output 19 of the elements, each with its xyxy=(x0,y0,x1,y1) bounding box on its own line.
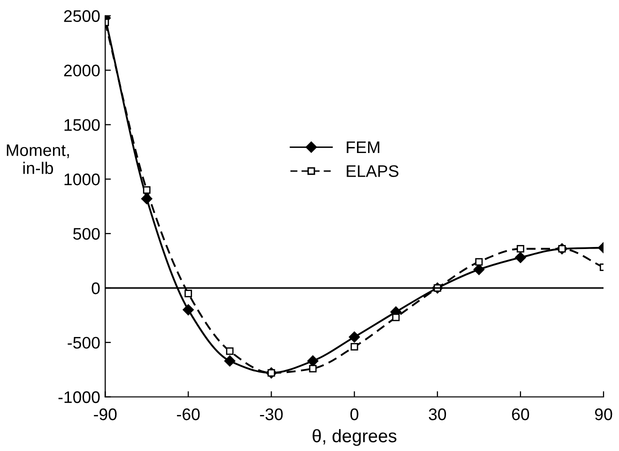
x-tick-label: 30 xyxy=(428,408,446,420)
y-tick-label: 1500 xyxy=(64,119,100,131)
y-tick-label: -500 xyxy=(68,336,100,349)
x-tick-label: 60 xyxy=(512,408,530,420)
x-axis-title: θ, degrees xyxy=(312,429,396,446)
x-tick-label: -60 xyxy=(176,408,200,420)
legend-label: ELAPS xyxy=(346,165,398,178)
x-tick-label: 0 xyxy=(350,408,358,420)
x-tick-label: -30 xyxy=(260,408,283,420)
legend-label: FEM xyxy=(346,142,380,153)
y-axis-title: Moment, in-lb xyxy=(6,144,69,174)
x-tick-label: -90 xyxy=(94,408,117,420)
y-tick-label: 2000 xyxy=(64,64,100,76)
y-tick-label: 1000 xyxy=(64,174,100,186)
x-tick-label: 90 xyxy=(595,408,612,420)
y-tick-label: 500 xyxy=(73,228,100,240)
y-tick-label: 0 xyxy=(92,282,100,294)
y-tick-label: -1000 xyxy=(58,391,100,404)
y-tick-label: 2500 xyxy=(64,10,100,22)
